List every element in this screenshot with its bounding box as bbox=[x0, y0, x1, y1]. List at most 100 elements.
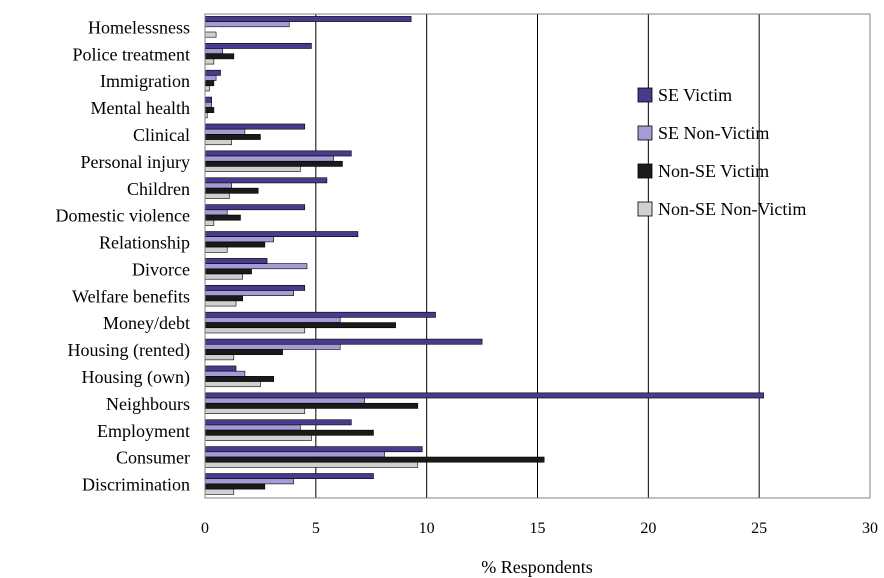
bar bbox=[204, 311, 436, 318]
bar bbox=[204, 461, 419, 468]
bar bbox=[204, 424, 301, 431]
bar bbox=[204, 214, 241, 221]
x-tick-label: 30 bbox=[862, 520, 878, 537]
bar bbox=[204, 419, 352, 426]
bar bbox=[204, 402, 419, 409]
bar bbox=[204, 53, 235, 60]
bar bbox=[204, 96, 212, 103]
category-label: Employment bbox=[97, 421, 190, 441]
legend-label: Non-SE Non-Victim bbox=[658, 199, 806, 219]
category-label: Money/debt bbox=[103, 313, 190, 333]
bar bbox=[204, 150, 352, 157]
category-label: Welfare benefits bbox=[72, 286, 190, 306]
bar bbox=[204, 408, 306, 414]
bar bbox=[204, 204, 306, 211]
x-tick-label: 15 bbox=[530, 520, 546, 537]
bar bbox=[204, 268, 252, 275]
bar bbox=[204, 429, 374, 436]
bar bbox=[204, 209, 228, 216]
bar bbox=[204, 80, 215, 87]
x-tick-labels: 0 5 10 15 20 25 30 bbox=[201, 520, 878, 537]
bar bbox=[204, 21, 290, 28]
bar bbox=[204, 317, 341, 323]
category-label: Consumer bbox=[116, 448, 190, 468]
bar bbox=[204, 101, 212, 108]
bar bbox=[204, 370, 246, 377]
bar bbox=[204, 193, 230, 199]
bar bbox=[204, 258, 268, 264]
category-label: Housing (own) bbox=[82, 367, 191, 388]
bar bbox=[204, 435, 312, 441]
bars bbox=[204, 16, 764, 495]
bar bbox=[204, 451, 385, 458]
legend-swatch bbox=[637, 125, 653, 141]
category-label: Domestic violence bbox=[56, 206, 190, 226]
x-tick-label: 0 bbox=[201, 520, 209, 537]
bar bbox=[204, 107, 215, 113]
bar bbox=[204, 123, 306, 130]
bar bbox=[204, 236, 275, 243]
legend-label: Non-SE Victim bbox=[658, 161, 769, 181]
bar bbox=[204, 42, 312, 49]
bar bbox=[204, 338, 483, 345]
category-label: Neighbours bbox=[106, 394, 190, 414]
bar bbox=[204, 177, 328, 184]
bar bbox=[204, 284, 306, 291]
legend-swatch bbox=[637, 87, 653, 103]
bar bbox=[204, 322, 396, 329]
legend-swatch bbox=[637, 163, 653, 179]
bar bbox=[204, 69, 221, 76]
category-label: Personal injury bbox=[81, 152, 191, 172]
category-label: Housing (rented) bbox=[68, 340, 190, 361]
bar bbox=[204, 381, 261, 388]
bar bbox=[204, 241, 266, 248]
x-tick-label: 20 bbox=[640, 520, 656, 537]
bar bbox=[204, 343, 341, 350]
bar bbox=[204, 246, 228, 253]
category-label: Relationship bbox=[99, 233, 190, 253]
category-label: Children bbox=[127, 179, 190, 199]
bar bbox=[204, 166, 301, 172]
category-label: Discrimination bbox=[82, 475, 190, 495]
bar bbox=[204, 488, 235, 495]
category-labels: Homelessness Police treatment Immigration M… bbox=[56, 17, 190, 494]
category-label: Police treatment bbox=[73, 44, 190, 64]
category-label: Divorce bbox=[132, 259, 190, 279]
category-label: Clinical bbox=[133, 125, 190, 145]
bar bbox=[204, 187, 259, 194]
legend-swatch bbox=[637, 201, 653, 217]
category-label: Mental health bbox=[91, 98, 190, 118]
bar bbox=[204, 349, 283, 355]
bar bbox=[204, 376, 275, 382]
bar bbox=[204, 478, 294, 485]
bar bbox=[204, 397, 365, 404]
bar bbox=[204, 392, 764, 399]
bar bbox=[204, 263, 308, 270]
bar bbox=[204, 58, 215, 65]
x-tick-label: 25 bbox=[751, 520, 767, 537]
legend-label: SE Non-Victim bbox=[658, 123, 769, 143]
bar bbox=[204, 273, 243, 280]
bar bbox=[204, 160, 343, 167]
bar bbox=[204, 327, 306, 334]
bar bbox=[204, 300, 237, 307]
bar bbox=[204, 139, 232, 146]
bar bbox=[204, 134, 261, 140]
bar bbox=[204, 219, 215, 226]
bar bbox=[204, 231, 359, 238]
bar bbox=[204, 354, 235, 361]
bar bbox=[204, 473, 374, 480]
bar bbox=[204, 128, 246, 135]
bar bbox=[204, 295, 243, 302]
x-axis-label: % Respondents bbox=[481, 557, 593, 577]
bar bbox=[204, 456, 545, 463]
bar bbox=[204, 483, 266, 490]
bar bbox=[204, 48, 224, 54]
bar bbox=[204, 290, 294, 296]
category-label: Immigration bbox=[100, 71, 190, 91]
bar bbox=[204, 182, 232, 189]
bar bbox=[204, 365, 237, 372]
legend: SE Victim SE Non-Victim Non-SE Victim Non-S… bbox=[637, 85, 806, 219]
legend-label: SE Victim bbox=[658, 85, 732, 105]
